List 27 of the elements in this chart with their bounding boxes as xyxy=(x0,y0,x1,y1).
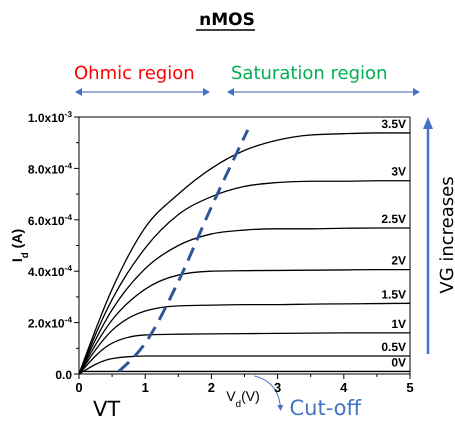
series-label: 2.5V xyxy=(381,212,406,226)
series-label: 0.5V xyxy=(381,340,406,354)
series-label: 0V xyxy=(391,355,406,370)
text: Ohmic region xyxy=(74,63,195,84)
y-tick-label: 0.0 xyxy=(55,368,72,382)
annotation: Cut-off xyxy=(290,396,362,420)
y-tick-label: 2.0x10$^{-4}$ xyxy=(28,314,72,331)
x-tick-label: 2 xyxy=(208,380,216,395)
annotation: VT xyxy=(93,397,120,421)
series-label: 1.5V xyxy=(381,287,406,302)
text: VG increases xyxy=(437,176,455,294)
text: Saturation region xyxy=(231,63,388,84)
series-label: 3.5V xyxy=(381,116,406,131)
y-tick-label: 8.0x10$^{-4}$ xyxy=(28,160,72,176)
x-tick-label: 0 xyxy=(75,380,83,395)
y-tick-label: 6.0x10$^{-4}$ xyxy=(28,212,72,228)
series-label: 3V xyxy=(391,164,406,179)
x-tick-label: 4 xyxy=(340,380,348,395)
chart-title: nMOS xyxy=(199,10,255,30)
x-tick-label: 5 xyxy=(406,380,414,395)
y-tick-label: 4.0x10$^{-4}$ xyxy=(28,263,72,280)
series-label: 1V xyxy=(391,316,406,331)
x-axis-title: V$_{d}$(V) xyxy=(226,388,260,410)
series-label: 2V xyxy=(391,254,406,268)
y-tick-label: 1.0x10$^{-3}$ xyxy=(28,109,72,125)
x-tick-label: 3 xyxy=(274,380,282,395)
x-tick-label: 1 xyxy=(142,380,149,395)
